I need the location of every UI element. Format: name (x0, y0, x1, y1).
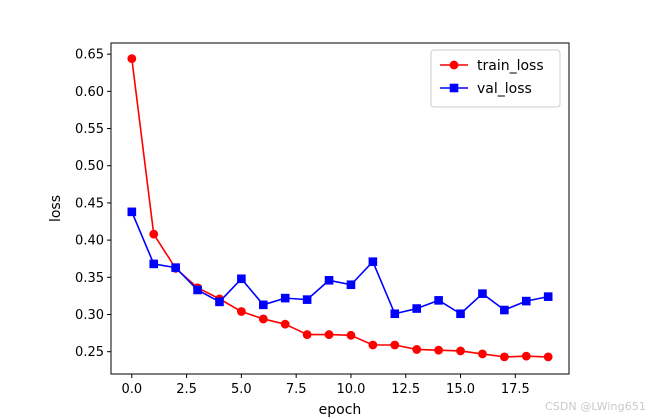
y-tick-label: 0.35 (75, 271, 104, 286)
val-loss-point (412, 304, 421, 313)
val-loss-line (131, 211, 549, 315)
x-tick-label: 2.5 (176, 382, 197, 397)
train-loss-point (521, 351, 531, 361)
y-tick-label: 0.30 (75, 308, 104, 323)
legend-train-loss-label: train_loss (477, 58, 544, 74)
val-loss-point (280, 293, 290, 303)
axis-ticks: 0.0 2.5 5.0 7.5 10.0 12.5 15.0 17.5 0.25 0.30 0.35… (75, 48, 530, 397)
val-loss-point (259, 300, 268, 310)
y-tick-label: 0.55 (75, 122, 104, 137)
val-loss-point (434, 296, 443, 305)
y-tick-label: 0.45 (75, 196, 104, 211)
val-loss-point (346, 280, 356, 290)
x-tick-label: 10.0 (336, 382, 365, 397)
train-loss-point (543, 352, 553, 362)
val-loss-point (500, 305, 509, 315)
legend-val-loss-label: val_loss (477, 81, 532, 97)
legend-val-loss-marker (449, 83, 459, 93)
val-loss-point (521, 296, 531, 306)
watermark: CSDN @LWing651 (544, 400, 646, 413)
y-tick-label: 0.40 (75, 234, 104, 249)
train-loss-point (499, 352, 509, 362)
y-tick-label: 0.60 (75, 85, 104, 100)
plot-series (127, 54, 553, 362)
val-loss-point (171, 263, 180, 272)
train-loss-point (412, 345, 422, 354)
train-loss-point (149, 229, 159, 239)
val-loss-point (543, 292, 553, 301)
train-loss-point (280, 319, 290, 329)
train-loss-point (324, 330, 334, 339)
y-tick-label: 0.65 (75, 48, 104, 63)
train-loss-point (127, 54, 137, 64)
val-loss-point (302, 295, 312, 304)
plot-frame (110, 42, 570, 375)
val-loss-point (127, 207, 137, 217)
x-tick-label: 17.5 (501, 382, 530, 397)
val-loss-point (193, 285, 202, 295)
val-loss-point (390, 309, 400, 319)
train-loss-point (236, 307, 246, 316)
train-loss-point (478, 349, 487, 359)
legend: train_loss val_loss (430, 49, 561, 108)
legend-train-loss-marker (449, 60, 459, 70)
y-tick-label: 0.50 (75, 159, 104, 174)
y-axis-label: loss (48, 195, 64, 222)
train-loss-point (368, 340, 378, 350)
val-loss-point (215, 297, 224, 307)
val-loss-point (149, 259, 159, 269)
x-tick-label: 12.5 (391, 382, 420, 397)
train-loss-point (302, 330, 312, 339)
x-axis-label: epoch (319, 402, 362, 418)
val-loss-point (368, 257, 378, 266)
train-loss-point (456, 346, 465, 356)
train-loss-point (390, 340, 400, 350)
x-tick-label: 7.5 (286, 382, 307, 397)
x-tick-label: 5.0 (231, 382, 252, 397)
val-loss-point (237, 274, 246, 284)
y-tick-label: 0.25 (75, 345, 104, 360)
val-loss-point (478, 289, 487, 298)
train-loss-point (346, 330, 356, 340)
train-loss-point (258, 314, 268, 324)
val-loss-point (324, 275, 334, 285)
x-tick-label: 0.0 (121, 382, 142, 397)
val-loss-point (456, 309, 465, 319)
x-tick-label: 15.0 (446, 382, 475, 397)
train-loss-point (434, 345, 444, 355)
